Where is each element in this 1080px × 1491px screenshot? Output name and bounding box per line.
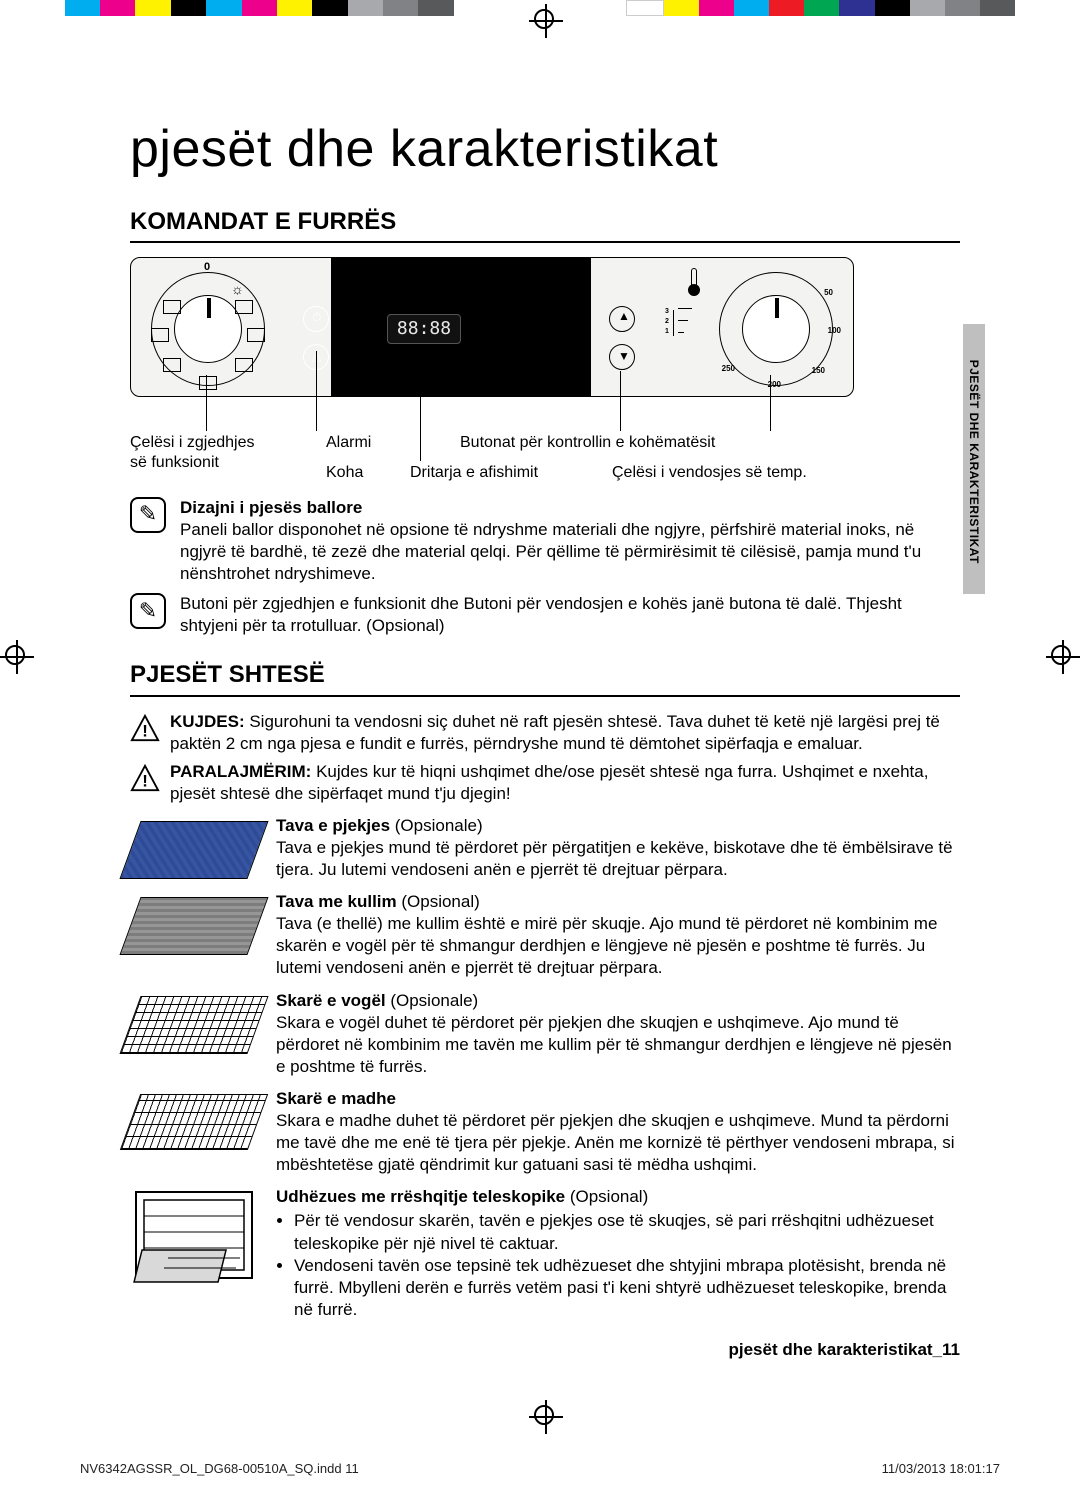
- acc-suffix: (Opsionale): [386, 991, 479, 1010]
- acc-bullets: Për të vendosur skarën, tavën e pjekjes …: [276, 1210, 960, 1320]
- acc-suffix: (Opsionale): [390, 816, 483, 835]
- mode-icon: [247, 328, 265, 342]
- control-panel: 0 ☼ ⏱ △ 88:88 ▲ ▼ 3 2 1: [130, 257, 854, 397]
- registration-mark-bottom: [529, 1400, 563, 1434]
- callout-function-knob: Çelësi i zgjedhjes: [130, 433, 255, 454]
- temp-mark-150: 150: [812, 366, 825, 376]
- note-knob: ✎ Butoni për zgjedhjen e funksionit dhe …: [130, 593, 960, 637]
- acc-title: Tava e pjekjes: [276, 816, 390, 835]
- control-panel-figure: 0 ☼ ⏱ △ 88:88 ▲ ▼ 3 2 1: [130, 257, 960, 487]
- warning-text: PARALAJMËRIM: Kujdes kur të hiqni ushqim…: [170, 761, 960, 805]
- warning-row: ! PARALAJMËRIM: Kujdes kur të hiqni ushq…: [130, 761, 960, 805]
- alarm-button: ⏱: [303, 306, 329, 332]
- svg-text:!: !: [142, 771, 148, 790]
- timer-up-button: ▲: [609, 306, 635, 332]
- warning-icon: !: [130, 763, 160, 793]
- acc-text: Tava e pjekjes mund të përdoret për përg…: [276, 837, 960, 881]
- caution-row: ! KUJDES: Sigurohuni ta vendosni siç duh…: [130, 711, 960, 755]
- large-grill-thumb: [120, 1094, 268, 1150]
- callout-display: Dritarja e afishimit: [410, 463, 538, 484]
- level-selector: 3 2 1: [673, 310, 703, 336]
- thermometer-icon: [689, 268, 699, 296]
- print-footer-right: 11/03/2013 18:01:17: [882, 1461, 1000, 1478]
- note-design: ✎ Dizajni i pjesës ballore Paneli ballor…: [130, 497, 960, 585]
- display-zone: [331, 258, 591, 396]
- baking-tray-thumb: [119, 821, 268, 879]
- acc-suffix: (Opsional): [565, 1187, 648, 1206]
- acc-title: Skarë e madhe: [276, 1089, 396, 1108]
- digital-display: 88:88: [387, 314, 461, 344]
- callout-temp-knob: Çelësi i vendosjes së temp.: [612, 463, 807, 484]
- acc-bullet: Për të vendosur skarën, tavën e pjekjes …: [294, 1210, 960, 1254]
- accessory-large-grill: Skarë e madhe Skara e madhe duhet të për…: [130, 1088, 960, 1176]
- acc-title: Tava me kullim: [276, 892, 397, 911]
- drip-tray-thumb: [119, 897, 268, 955]
- print-footer: NV6342AGSSR_OL_DG68-00510A_SQ.indd 11 11…: [0, 1461, 1080, 1478]
- callouts: Çelësi i zgjedhjes së funksionit Alarmi …: [130, 407, 854, 487]
- callout-alarm: Alarmi: [326, 433, 371, 454]
- print-colorbar-left: [65, 0, 454, 16]
- timer-down-button: ▼: [609, 344, 635, 370]
- accessory-drip-tray: Tava me kullim (Opsional) Tava (e thellë…: [130, 891, 960, 979]
- acc-text: Tava (e thellë) me kullim është e mirë p…: [276, 913, 960, 979]
- note-design-text: Dizajni i pjesës ballore Paneli ballor d…: [180, 497, 960, 585]
- mode-icon: [235, 358, 253, 372]
- temp-mark-100: 100: [828, 326, 841, 336]
- light-icon: ☼: [231, 280, 244, 298]
- temp-mark-50: 50: [824, 288, 833, 298]
- section-heading-accessories: PJESËT SHTESË: [130, 659, 960, 696]
- telescopic-thumb: [130, 1186, 258, 1296]
- accessory-baking-tray: Tava e pjekjes (Opsionale) Tava e pjekje…: [130, 815, 960, 881]
- print-colorbar-right: [626, 0, 1015, 16]
- callout-function-knob-2: së funksionit: [130, 453, 219, 474]
- temp-mark-250: 250: [722, 364, 735, 374]
- acc-text: Skara e vogël duhet të përdoret për pjek…: [276, 1012, 960, 1078]
- accessory-small-grill: Skarë e vogël (Opsionale) Skara e vogël …: [130, 990, 960, 1078]
- note-knob-text: Butoni për zgjedhjen e funksionit dhe Bu…: [180, 593, 960, 637]
- section-heading-controls: KOMANDAT E FURRËS: [130, 206, 960, 243]
- accessory-telescopic: Udhëzues me rrëshqitje teleskopike (Opsi…: [130, 1186, 960, 1321]
- acc-suffix: (Opsional): [397, 892, 480, 911]
- acc-text: Skara e madhe duhet të përdoret për pjek…: [276, 1110, 960, 1176]
- knob-zero-label: 0: [204, 260, 210, 274]
- mode-icon: [163, 358, 181, 372]
- caution-icon: !: [130, 713, 160, 743]
- acc-bullet: Vendoseni tavën ose tepsinë tek udhëzues…: [294, 1255, 960, 1321]
- mode-icon: [151, 328, 169, 342]
- page-footer-label: pjesët dhe karakteristikat_11: [130, 1339, 960, 1361]
- mode-icon: [199, 376, 217, 390]
- side-tab: PJESËT DHE KARAKTERISTIKAT: [963, 324, 985, 594]
- note-icon: ✎: [130, 593, 166, 629]
- small-grill-thumb: [119, 996, 268, 1054]
- callout-time: Koha: [326, 463, 363, 484]
- acc-title: Udhëzues me rrëshqitje teleskopike: [276, 1187, 565, 1206]
- note-icon: ✎: [130, 497, 166, 533]
- side-tab-label: PJESËT DHE KARAKTERISTIKAT: [965, 332, 981, 592]
- callout-timer-buttons: Butonat për kontrollin e kohëmatësit: [460, 433, 715, 454]
- acc-title: Skarë e vogël: [276, 991, 386, 1010]
- mode-icon: [235, 300, 253, 314]
- svg-text:!: !: [142, 721, 148, 740]
- print-footer-left: NV6342AGSSR_OL_DG68-00510A_SQ.indd 11: [80, 1461, 359, 1478]
- caution-text: KUJDES: Sigurohuni ta vendosni siç duhet…: [170, 711, 960, 755]
- page-title: pjesët dhe karakteristikat: [130, 116, 960, 184]
- mode-icon: [163, 300, 181, 314]
